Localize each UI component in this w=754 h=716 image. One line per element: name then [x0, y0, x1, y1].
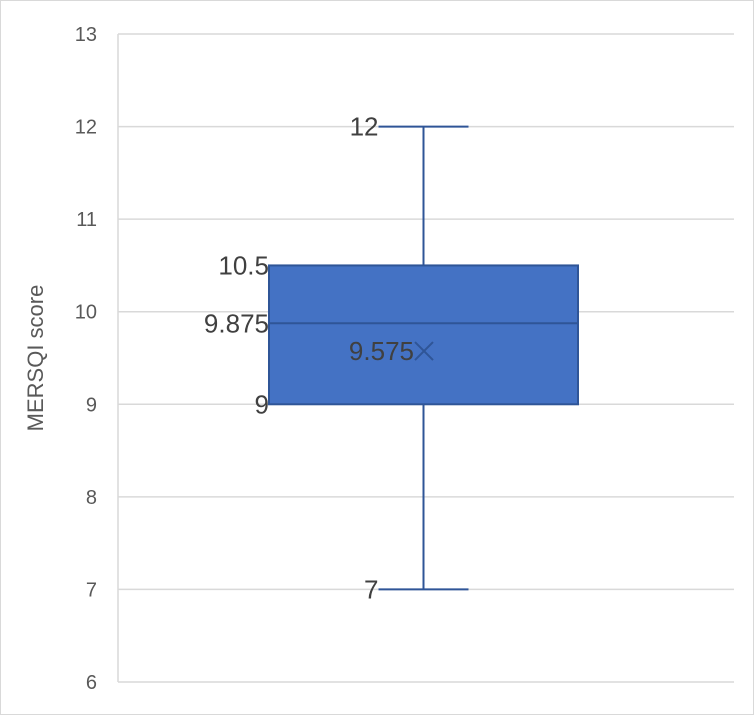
y-tick-label-7: 7	[86, 579, 97, 601]
q3-label: 10.5	[218, 250, 269, 280]
mean-marker-stroke-b	[414, 341, 434, 361]
mean-marker	[414, 341, 434, 361]
y-tick-label-8: 8	[86, 487, 97, 509]
max-label: 12	[350, 112, 379, 142]
mean-label: 9.575	[349, 336, 414, 366]
box-plot-marks	[268, 125, 579, 591]
min-label: 7	[364, 574, 378, 604]
y-tick-label-13: 13	[75, 24, 97, 46]
median-label: 9.875	[204, 308, 269, 338]
y-tick-label-9: 9	[86, 394, 97, 416]
q1-label: 9	[255, 389, 269, 419]
y-tick-label-12: 12	[75, 117, 97, 139]
y-tick-label-6: 6	[86, 672, 97, 694]
iqr-box	[268, 264, 579, 406]
y-tick-label-10: 10	[75, 302, 97, 324]
y-axis: 6 7 8 9 10 11 12 13	[75, 24, 119, 694]
data-labels: 12 10.5 9.875 9.575 9 7	[204, 112, 414, 605]
y-tick-label-11: 11	[76, 209, 97, 231]
y-axis-title: MERSQI score	[23, 285, 48, 432]
